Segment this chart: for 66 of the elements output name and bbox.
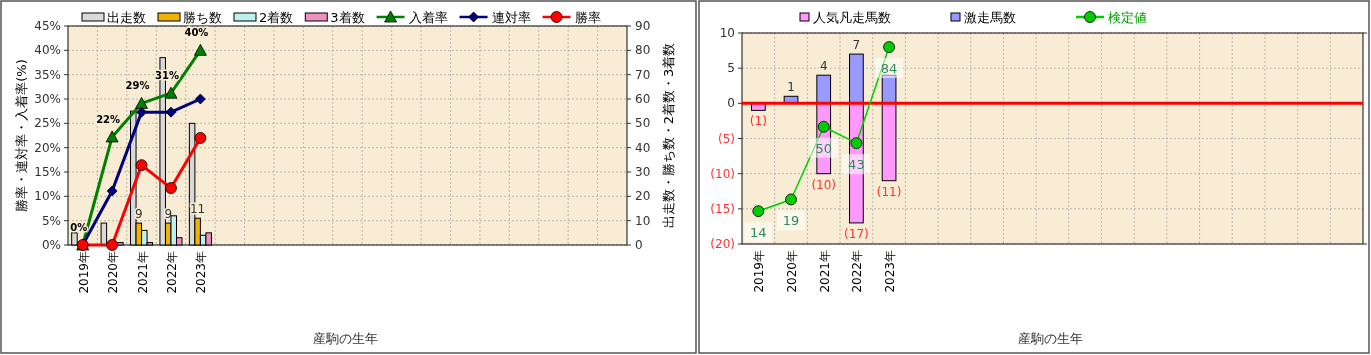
data-label: 40% bbox=[184, 27, 209, 39]
y2-tick-label: 70 bbox=[635, 67, 651, 82]
data-label: (17) bbox=[844, 226, 869, 241]
data-label: (11) bbox=[876, 184, 902, 199]
data-label: (1) bbox=[749, 114, 767, 129]
y-tick-label: (5) bbox=[718, 131, 735, 146]
y2-tick-label: 80 bbox=[635, 43, 651, 58]
y-tick-label: 0 bbox=[727, 96, 735, 111]
data-label: 43 bbox=[848, 157, 865, 173]
y2-tick-label: 20 bbox=[635, 189, 651, 204]
y2-tick-label: 40 bbox=[635, 140, 651, 155]
y2-axis-title: 出走数・勝ち数・2着数・3着数 bbox=[661, 42, 676, 229]
legend-label: 激走馬数 bbox=[964, 10, 1016, 25]
data-label: 7 bbox=[852, 38, 861, 53]
y2-tick-label: 30 bbox=[635, 165, 651, 179]
legend-label: 出走数 bbox=[107, 10, 146, 25]
x-tick-label: 2020年 bbox=[106, 251, 121, 294]
y-tick-label: 5% bbox=[41, 213, 61, 228]
y-tick-label: 35% bbox=[34, 67, 61, 82]
y-tick-label: 10% bbox=[34, 189, 61, 204]
x-tick-label: 2023年 bbox=[194, 251, 209, 294]
data-label: 14 bbox=[750, 225, 767, 241]
y-tick-label: (10) bbox=[710, 166, 735, 181]
y2-tick-label: 90 bbox=[635, 19, 651, 33]
y-tick-label: 45% bbox=[34, 19, 61, 33]
y-tick-label: 0% bbox=[41, 238, 61, 252]
data-label: 19 bbox=[782, 213, 800, 229]
y-tick-label: 30% bbox=[34, 92, 61, 106]
x-tick-label: 2021年 bbox=[135, 251, 150, 294]
data-label: (10) bbox=[811, 177, 837, 192]
data-label: 29% bbox=[125, 80, 150, 92]
x-tick-label: 2019年 bbox=[752, 250, 767, 293]
x-tick-label: 2020年 bbox=[785, 250, 800, 293]
y2-tick-label: 0 bbox=[635, 238, 643, 252]
legend-label: 勝ち数 bbox=[183, 10, 222, 25]
legend-label: 勝率 bbox=[574, 10, 601, 25]
x-tick-label: 2021年 bbox=[817, 250, 832, 293]
y2-tick-label: 60 bbox=[635, 92, 651, 106]
y-tick-label: (20) bbox=[710, 237, 735, 251]
y-axis-title: 勝率・連対率・入着率(%) bbox=[14, 59, 29, 212]
x-axis-title: 産駒の生年 bbox=[1017, 331, 1083, 346]
legend-label: 入着率 bbox=[408, 10, 448, 25]
data-label: 50 bbox=[815, 140, 832, 156]
x-tick-label: 2019年 bbox=[76, 251, 91, 294]
y-tick-label: 40% bbox=[34, 43, 61, 58]
y-tick-label: 25% bbox=[34, 116, 61, 131]
data-label: 4 bbox=[819, 59, 828, 74]
data-label: 84 bbox=[880, 61, 898, 77]
legend-label: 連対率 bbox=[491, 10, 531, 25]
y2-tick-label: 10 bbox=[635, 213, 651, 228]
y-tick-label: 5 bbox=[727, 61, 735, 76]
x-tick-label: 2022年 bbox=[164, 251, 179, 294]
legend-label: 2着数 bbox=[259, 10, 294, 25]
x-tick-label: 2023年 bbox=[883, 250, 898, 293]
y-tick-label: 10 bbox=[719, 26, 735, 40]
y-tick-label: 20% bbox=[34, 140, 61, 155]
data-label: 1 bbox=[787, 80, 795, 95]
data-label: 22% bbox=[96, 113, 121, 125]
y2-tick-label: 50 bbox=[635, 116, 651, 131]
x-axis-title: 産駒の生年 bbox=[312, 331, 378, 346]
legend-label: 3着数 bbox=[330, 10, 365, 25]
y-tick-label: (15) bbox=[710, 201, 735, 216]
legend-label: 検定値 bbox=[1108, 10, 1147, 25]
y-tick-label: 15% bbox=[34, 165, 61, 179]
x-tick-label: 2022年 bbox=[850, 250, 865, 293]
legend-label: 人気凡走馬数 bbox=[813, 10, 891, 25]
